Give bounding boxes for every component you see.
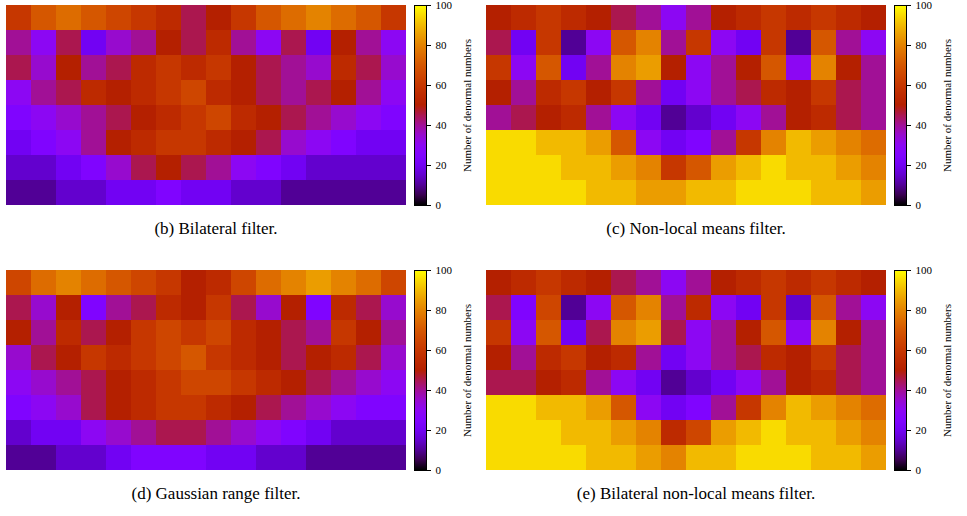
svg-text:80: 80 [436, 304, 448, 316]
svg-text:80: 80 [436, 39, 448, 51]
svg-text:100: 100 [436, 0, 453, 11]
html-text:(d) Gaussian range filter.: (d) Gaussian range filter. [131, 484, 301, 503]
svg-text:40: 40 [436, 119, 448, 131]
svg-text:80: 80 [916, 39, 928, 51]
svg-text:20: 20 [436, 424, 448, 436]
svg-text:80: 80 [916, 304, 928, 316]
svg-text:40: 40 [916, 384, 928, 396]
svg-text:40: 40 [916, 119, 928, 131]
svg-text:0: 0 [436, 464, 442, 475]
svg-text:40: 40 [436, 384, 448, 396]
svg-text:0: 0 [436, 199, 442, 210]
html-text:(e) Bilateral non-local means: (e) Bilateral non-local means filter. [576, 484, 816, 503]
svg-text:Number of denormal numbers: Number of denormal numbers [461, 304, 473, 437]
svg-text:60: 60 [436, 79, 448, 91]
html-text:(b) Bilateral filter.: (b) Bilateral filter. [154, 219, 278, 238]
svg-text:100: 100 [916, 265, 933, 276]
svg-text:100: 100 [436, 265, 453, 276]
svg-text:0: 0 [916, 199, 922, 210]
svg-text:0: 0 [916, 464, 922, 475]
svg-text:100: 100 [916, 0, 933, 11]
svg-text:Number of denormal numbers: Number of denormal numbers [941, 39, 953, 172]
svg-text:Number of denormal numbers: Number of denormal numbers [461, 39, 473, 172]
svg-text:60: 60 [916, 79, 928, 91]
html-text:(c) Non-local means filter.: (c) Non-local means filter. [606, 219, 786, 238]
svg-text:20: 20 [916, 424, 928, 436]
svg-text:60: 60 [436, 344, 448, 356]
svg-text:20: 20 [916, 159, 928, 171]
svg-text:Number of denormal numbers: Number of denormal numbers [941, 304, 953, 437]
svg-text:20: 20 [436, 159, 448, 171]
svg-text:60: 60 [916, 344, 928, 356]
